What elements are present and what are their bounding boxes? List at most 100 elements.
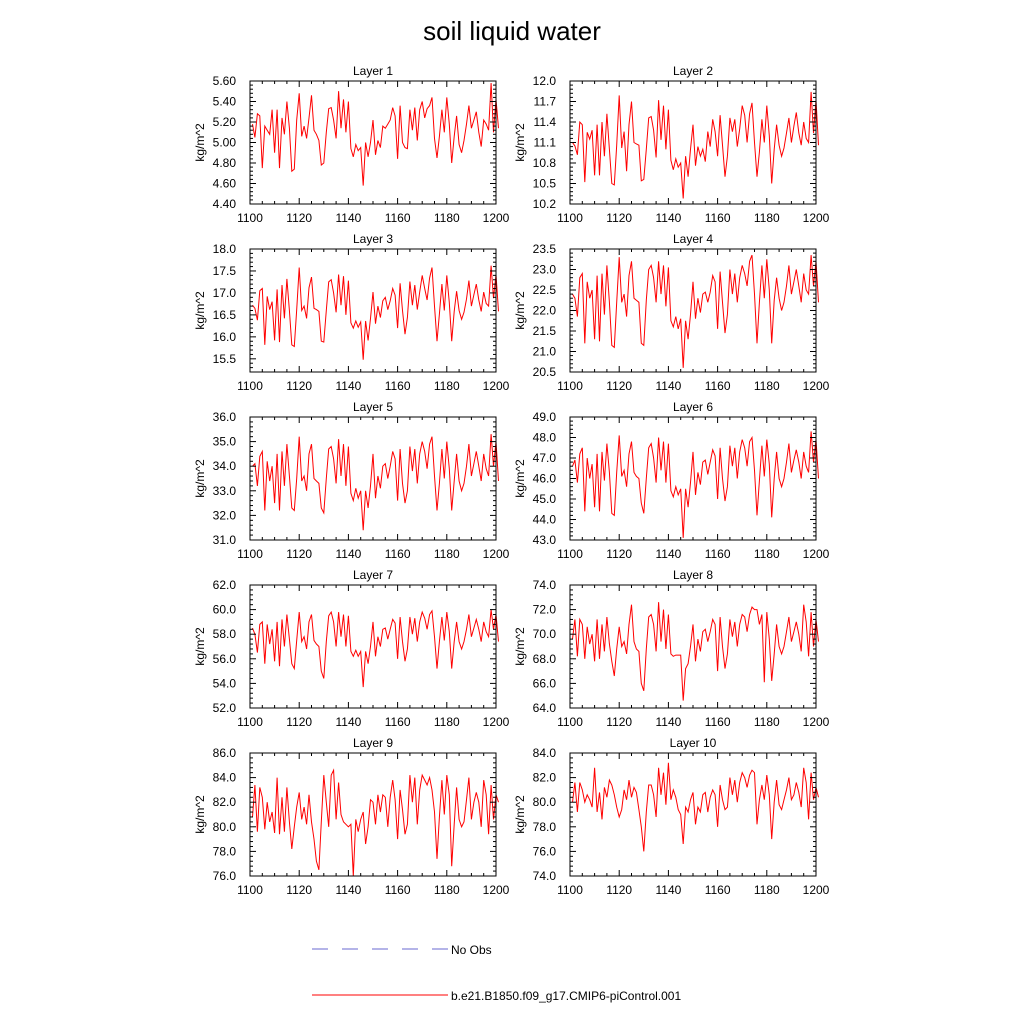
- y-axis: 31.0 32.0 33.0 34.0 35.0 36.0: [213, 410, 496, 547]
- y-tick-label: 5.00: [213, 136, 237, 150]
- y-tick-label: 16.5: [213, 308, 237, 322]
- series-line: [572, 602, 819, 701]
- x-tick-label: 1200: [803, 379, 830, 393]
- y-tick-label: 36.0: [213, 410, 237, 424]
- y-tick-label: 74.0: [533, 869, 557, 883]
- x-tick-label: 1200: [803, 211, 830, 225]
- x-tick-label: 1100: [557, 211, 583, 225]
- y-tick-label: 64.0: [533, 701, 557, 715]
- y-tick-label: 76.0: [533, 844, 557, 858]
- y-axis-label: kg/m^2: [513, 291, 527, 330]
- y-tick-label: 11.4: [534, 115, 557, 129]
- y-tick-label: 16.0: [213, 330, 237, 344]
- y-tick-label: 35.0: [213, 435, 237, 449]
- y-axis: 15.5 16.0 16.5 17.0 17.5 18.0: [213, 242, 496, 373]
- x-tick-label: 1180: [434, 715, 460, 729]
- x-tick-label: 1120: [286, 715, 312, 729]
- panel-title: Layer 10: [670, 736, 717, 750]
- y-axis: 4.40 4.60 4.80 5.00 5.20 5.40 5.60: [213, 74, 496, 211]
- y-tick-label: 62.0: [213, 578, 237, 592]
- y-tick-label: 80.0: [213, 820, 237, 834]
- x-tick-label: 1140: [335, 211, 361, 225]
- x-axis: 1100 1120 1140 1160 1180 1200: [557, 585, 830, 729]
- y-tick-label: 45.0: [533, 492, 557, 506]
- y-tick-label: 70.0: [533, 627, 557, 641]
- legend-label-model: b.e21.B1850.f09_g17.CMIP6-piControl.001: [451, 989, 681, 1003]
- x-tick-label: 1100: [237, 883, 263, 897]
- x-tick-label: 1200: [803, 715, 830, 729]
- panel-title: Layer 9: [353, 736, 393, 750]
- y-tick-label: 43.0: [533, 533, 557, 547]
- panel-3: Layer 3 kg/m^2 1100 1120 1140 1160 1180 1200 15.…: [193, 232, 510, 393]
- y-tick-label: 48.0: [533, 431, 557, 445]
- y-tick-label: 82.0: [533, 771, 557, 785]
- y-tick-label: 22.5: [533, 283, 557, 297]
- y-tick-label: 58.0: [213, 627, 237, 641]
- panel-title: Layer 3: [353, 232, 393, 246]
- series-line: [252, 768, 499, 877]
- x-tick-label: 1160: [705, 211, 731, 225]
- x-tick-label: 1140: [335, 883, 361, 897]
- x-tick-label: 1200: [483, 379, 510, 393]
- x-tick-label: 1140: [655, 883, 681, 897]
- x-tick-label: 1160: [385, 379, 411, 393]
- x-tick-label: 1180: [434, 211, 460, 225]
- y-tick-label: 31.0: [213, 533, 237, 547]
- y-tick-label: 11.7: [534, 95, 557, 109]
- x-tick-label: 1180: [434, 883, 460, 897]
- y-axis-label: kg/m^2: [193, 123, 207, 162]
- panel-title: Layer 2: [673, 64, 713, 78]
- y-tick-label: 56.0: [213, 652, 237, 666]
- y-axis: 20.5 21.0 21.5 22.0 22.5 23.0 23.5: [533, 242, 816, 379]
- x-tick-label: 1140: [655, 211, 681, 225]
- x-tick-label: 1160: [705, 715, 731, 729]
- y-tick-label: 20.5: [533, 365, 557, 379]
- y-axis: 64.0 66.0 68.0 70.0 72.0 74.0: [533, 578, 816, 715]
- x-tick-label: 1200: [483, 547, 510, 561]
- series-line: [252, 434, 499, 531]
- x-tick-label: 1180: [754, 379, 780, 393]
- y-tick-label: 23.5: [533, 242, 557, 256]
- y-tick-label: 17.0: [213, 286, 237, 300]
- x-tick-label: 1140: [655, 547, 681, 561]
- series-line: [252, 265, 499, 360]
- y-tick-label: 47.0: [533, 451, 557, 465]
- y-tick-label: 74.0: [533, 578, 557, 592]
- y-tick-label: 33.0: [213, 484, 237, 498]
- x-tick-label: 1120: [606, 715, 632, 729]
- y-axis-label: kg/m^2: [193, 627, 207, 666]
- x-tick-label: 1200: [483, 211, 510, 225]
- y-axis: 76.0 78.0 80.0 82.0 84.0 86.0: [213, 746, 496, 883]
- series-line: [572, 91, 819, 199]
- y-tick-label: 86.0: [213, 746, 237, 760]
- y-axis-label: kg/m^2: [193, 291, 207, 330]
- x-tick-label: 1180: [754, 715, 780, 729]
- series-line: [572, 254, 819, 368]
- x-axis: 1100 1120 1140 1160 1180 1200: [237, 417, 510, 561]
- x-axis: 1100 1120 1140 1160 1180 1200: [557, 249, 830, 393]
- series-line: [252, 609, 499, 688]
- x-tick-label: 1120: [286, 883, 312, 897]
- y-tick-label: 5.40: [213, 95, 237, 109]
- x-tick-label: 1100: [237, 211, 263, 225]
- x-tick-label: 1100: [557, 547, 583, 561]
- y-tick-label: 78.0: [213, 844, 237, 858]
- y-tick-label: 72.0: [533, 603, 557, 617]
- figure-title: soil liquid water: [423, 16, 601, 46]
- y-tick-label: 11.1: [534, 136, 557, 150]
- y-tick-label: 22.0: [533, 304, 557, 318]
- plot-frame: [249, 584, 497, 709]
- x-tick-label: 1100: [237, 379, 263, 393]
- y-tick-label: 18.0: [213, 242, 237, 256]
- y-tick-label: 78.0: [533, 820, 557, 834]
- y-tick-label: 49.0: [533, 410, 557, 424]
- series-line: [572, 762, 819, 852]
- y-tick-label: 12.0: [533, 74, 557, 88]
- y-tick-label: 66.0: [533, 676, 557, 690]
- panel-title: Layer 6: [673, 400, 713, 414]
- x-tick-label: 1140: [335, 379, 361, 393]
